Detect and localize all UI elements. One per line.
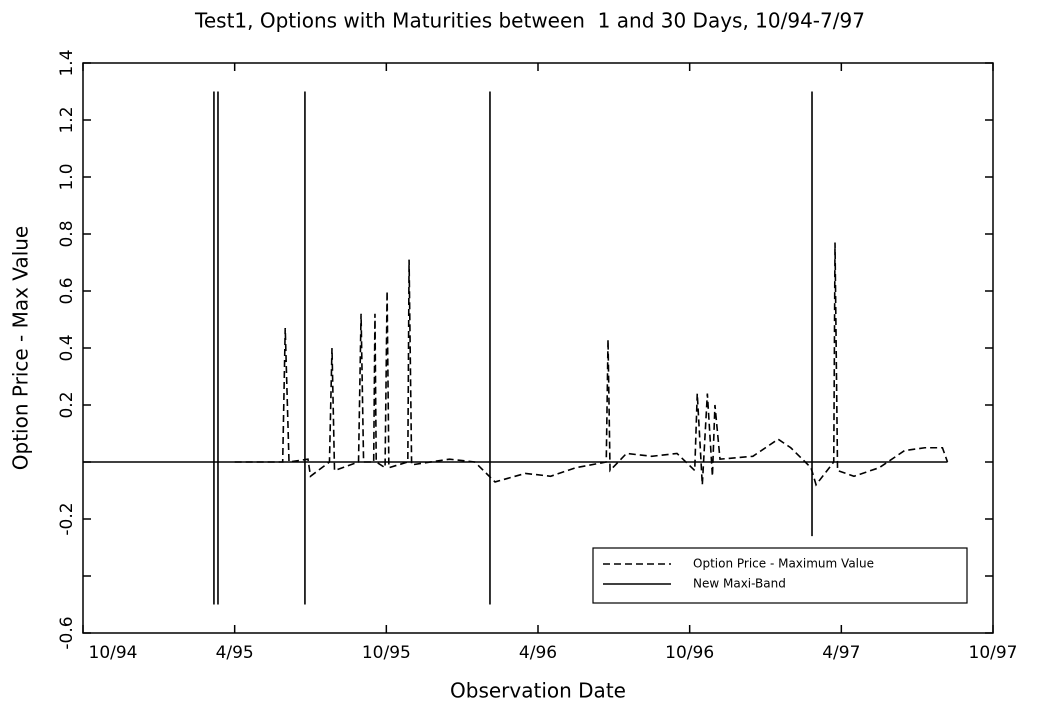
x-tick-label: 10/96 xyxy=(665,643,714,663)
x-tick-label: 10/95 xyxy=(362,643,411,663)
legend-box xyxy=(592,547,968,604)
y-tick-label: -0.2 xyxy=(57,502,77,535)
y-tick-label: 1.4 xyxy=(57,49,77,76)
x-tick-label: 10/97 xyxy=(969,643,1018,663)
y-tick-label: 0.6 xyxy=(57,277,77,304)
x-axis-label: Observation Date xyxy=(450,679,626,703)
y-tick-label: 1.2 xyxy=(57,106,77,133)
y-tick-label: 0.8 xyxy=(57,220,77,247)
x-tick-label: 4/95 xyxy=(216,643,254,663)
y-tick-label: -0.6 xyxy=(57,616,77,649)
chart-title: Test1, Options with Maturities between 1… xyxy=(194,9,865,33)
legend-label: New Maxi-Band xyxy=(693,577,786,591)
y-tick-label: 0.2 xyxy=(57,391,77,418)
series-line xyxy=(83,91,948,605)
y-tick-label: 0.4 xyxy=(57,334,77,361)
y-tick-label: 1.0 xyxy=(57,163,77,190)
y-axis-label: Option Price - Max Value xyxy=(9,226,33,470)
x-tick-label: 10/94 xyxy=(89,643,138,663)
x-tick-label: 4/96 xyxy=(519,643,557,663)
series-line xyxy=(234,242,949,487)
legend-label: Option Price - Maximum Value xyxy=(693,557,874,571)
x-tick-label: 4/97 xyxy=(822,643,860,663)
